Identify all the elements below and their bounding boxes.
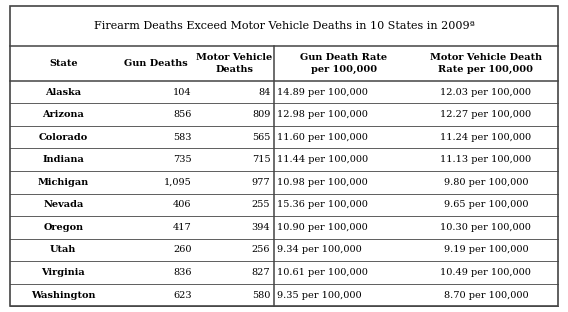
Text: Washington: Washington <box>31 290 95 300</box>
Text: State: State <box>49 59 78 68</box>
Text: 735: 735 <box>173 155 191 164</box>
Text: 977: 977 <box>252 178 270 187</box>
Text: 715: 715 <box>252 155 270 164</box>
Text: Gun Death Rate
per 100,000: Gun Death Rate per 100,000 <box>300 53 387 74</box>
Text: 856: 856 <box>173 110 191 119</box>
Text: 417: 417 <box>173 223 191 232</box>
Text: 9.19 per 100,000: 9.19 per 100,000 <box>444 246 528 255</box>
Text: 10.49 per 100,000: 10.49 per 100,000 <box>440 268 531 277</box>
Text: 12.98 per 100,000: 12.98 per 100,000 <box>277 110 368 119</box>
Text: 809: 809 <box>252 110 270 119</box>
Text: Arizona: Arizona <box>43 110 84 119</box>
Text: 9.34 per 100,000: 9.34 per 100,000 <box>277 246 362 255</box>
Text: 255: 255 <box>252 200 270 209</box>
Text: Indiana: Indiana <box>43 155 84 164</box>
Text: Oregon: Oregon <box>43 223 83 232</box>
Text: 583: 583 <box>173 133 191 142</box>
Text: 11.44 per 100,000: 11.44 per 100,000 <box>277 155 368 164</box>
Text: 836: 836 <box>173 268 191 277</box>
Text: 9.80 per 100,000: 9.80 per 100,000 <box>444 178 528 187</box>
Text: 12.27 per 100,000: 12.27 per 100,000 <box>440 110 532 119</box>
Text: 11.13 per 100,000: 11.13 per 100,000 <box>440 155 532 164</box>
Text: 12.03 per 100,000: 12.03 per 100,000 <box>440 88 532 97</box>
Text: Nevada: Nevada <box>43 200 83 209</box>
Text: 15.36 per 100,000: 15.36 per 100,000 <box>277 200 368 209</box>
Text: Virginia: Virginia <box>41 268 85 277</box>
Text: 260: 260 <box>173 246 191 255</box>
Text: Gun Deaths: Gun Deaths <box>124 59 187 68</box>
Text: 394: 394 <box>252 223 270 232</box>
Text: Firearm Deaths Exceed Motor Vehicle Deaths in 10 States in 2009ª: Firearm Deaths Exceed Motor Vehicle Deat… <box>94 21 474 31</box>
Text: 1,095: 1,095 <box>164 178 191 187</box>
Text: 11.24 per 100,000: 11.24 per 100,000 <box>440 133 532 142</box>
Text: 104: 104 <box>173 88 191 97</box>
Text: 256: 256 <box>252 246 270 255</box>
Text: 10.61 per 100,000: 10.61 per 100,000 <box>277 268 368 277</box>
Text: Motor Vehicle Death
Rate per 100,000: Motor Vehicle Death Rate per 100,000 <box>430 53 542 74</box>
Text: 11.60 per 100,000: 11.60 per 100,000 <box>277 133 368 142</box>
Text: 623: 623 <box>173 290 191 300</box>
Text: Motor Vehicle
Deaths: Motor Vehicle Deaths <box>197 53 273 74</box>
Text: Alaska: Alaska <box>45 88 81 97</box>
Text: 8.70 per 100,000: 8.70 per 100,000 <box>444 290 528 300</box>
Text: 84: 84 <box>258 88 270 97</box>
Text: Colorado: Colorado <box>39 133 88 142</box>
Text: 9.35 per 100,000: 9.35 per 100,000 <box>277 290 362 300</box>
Text: 10.90 per 100,000: 10.90 per 100,000 <box>277 223 368 232</box>
Text: 9.65 per 100,000: 9.65 per 100,000 <box>444 200 528 209</box>
Text: Utah: Utah <box>50 246 77 255</box>
Text: Michigan: Michigan <box>37 178 89 187</box>
Text: 10.30 per 100,000: 10.30 per 100,000 <box>440 223 531 232</box>
Text: 14.89 per 100,000: 14.89 per 100,000 <box>277 88 368 97</box>
Text: 580: 580 <box>252 290 270 300</box>
Text: 406: 406 <box>173 200 191 209</box>
Text: 565: 565 <box>252 133 270 142</box>
Text: 10.98 per 100,000: 10.98 per 100,000 <box>277 178 368 187</box>
Text: 827: 827 <box>252 268 270 277</box>
